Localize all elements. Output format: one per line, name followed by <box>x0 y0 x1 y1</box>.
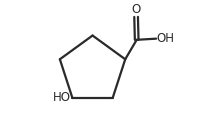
Text: HO: HO <box>53 91 71 104</box>
Text: OH: OH <box>157 32 175 45</box>
Text: O: O <box>132 3 141 15</box>
